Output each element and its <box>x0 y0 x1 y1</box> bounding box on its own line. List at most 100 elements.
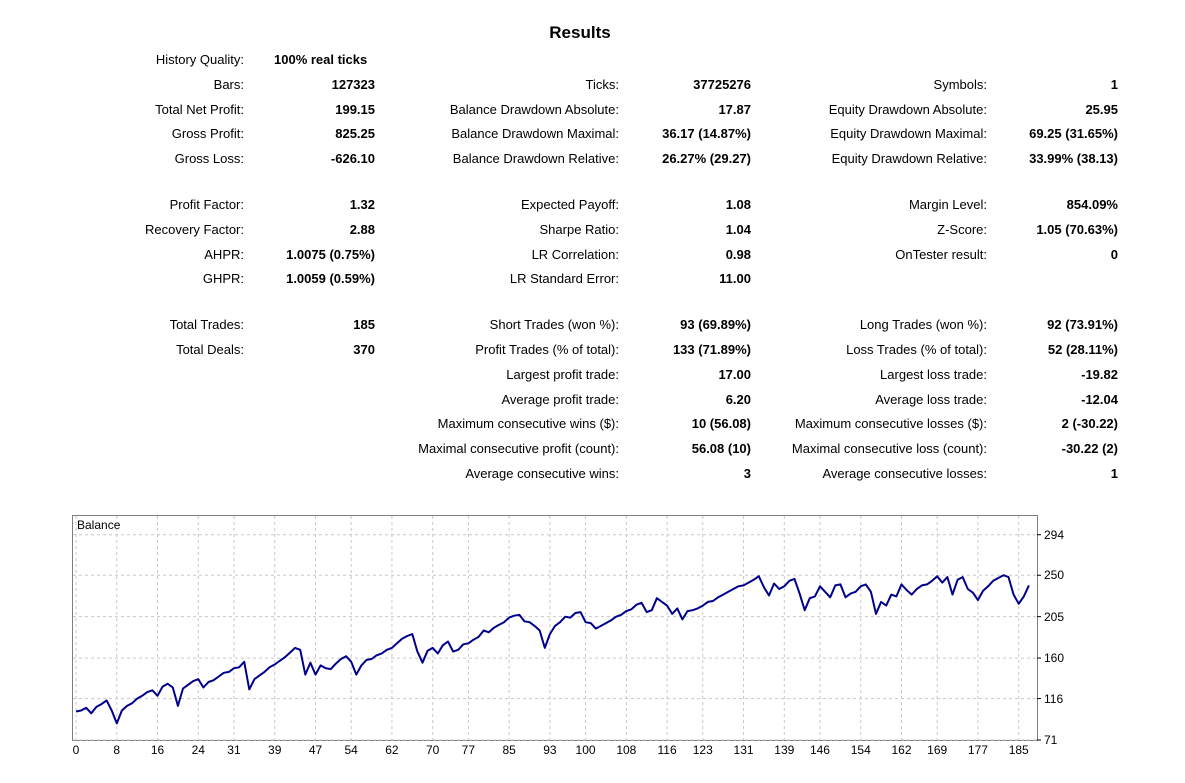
col3-stat-6-value: 0 <box>1110 247 1118 262</box>
balance-series-line <box>75 574 1030 725</box>
col2-stat-10-label: Largest profit trade: <box>506 367 619 382</box>
col2-stat-4-label: Expected Payoff: <box>520 197 619 212</box>
x-tick-label: 131 <box>733 743 754 757</box>
col1-stat-2-value: 825.25 <box>335 126 375 141</box>
col3-stat-12-value: -30.22 (2) <box>1061 441 1118 456</box>
x-tick-label: 16 <box>150 743 165 757</box>
col2-stat-14-label: Average consecutive wins: <box>465 466 619 481</box>
col2-stat-11-value: 6.20 <box>725 392 751 407</box>
x-tick-label: 177 <box>967 743 988 757</box>
col2-stat-13-value: 56.08 (10) <box>691 441 751 456</box>
x-tick-label: 85 <box>502 743 516 757</box>
col1-stat-0-label: Bars: <box>213 77 244 92</box>
col3-stat-8-value: 52 (28.11%) <box>1047 342 1118 357</box>
col1-stat-8-label: Total Trades: <box>169 317 244 332</box>
col2-stat-14-value: 3 <box>743 466 751 481</box>
col3-stat-9-label: Largest loss trade: <box>880 367 987 382</box>
col1-stat-7-value: 1.0059 (0.59%) <box>286 271 375 286</box>
history-quality-label: History Quality: <box>155 52 244 67</box>
x-tick-label: 162 <box>891 743 912 757</box>
col3-stat-11-label: Maximum consecutive losses ($): <box>794 416 987 431</box>
col3-stat-13-label: Average consecutive losses: <box>822 466 987 481</box>
col2-stat-3-label: Balance Drawdown Relative: <box>452 151 619 166</box>
balance-chart <box>72 515 1038 741</box>
col3-stat-2-label: Equity Drawdown Maximal: <box>830 126 987 141</box>
x-tick-label: 139 <box>774 743 795 757</box>
col1-stat-9-value: 370 <box>353 342 375 357</box>
col1-stat-7-label: GHPR: <box>202 271 244 286</box>
x-tick-label: 39 <box>268 743 282 757</box>
col3-stat-3-value: 33.99% (38.13) <box>1029 151 1118 166</box>
x-tick-label: 62 <box>385 743 399 757</box>
col2-stat-4-value: 1.08 <box>725 197 751 212</box>
col1-stat-2-label: Gross Profit: <box>171 126 244 141</box>
col2-stat-10-value: 17.00 <box>718 367 751 382</box>
col3-stat-10-value: -12.04 <box>1081 392 1118 407</box>
y-tick-label: 71 <box>1044 733 1058 747</box>
col1-stat-1-value: 199.15 <box>335 102 375 117</box>
x-tick-label: 8 <box>113 743 121 757</box>
x-tick-label: 93 <box>543 743 557 757</box>
col2-stat-8-value: 93 (69.89%) <box>680 317 751 332</box>
col2-stat-12-label: Maximum consecutive wins ($): <box>437 416 619 431</box>
x-tick-label: 169 <box>927 743 948 757</box>
col1-stat-1-label: Total Net Profit: <box>155 102 244 117</box>
col2-stat-12-value: 10 (56.08) <box>691 416 751 431</box>
col1-stat-8-value: 185 <box>353 317 375 332</box>
col3-stat-5-label: Z-Score: <box>937 222 987 237</box>
col3-stat-7-value: 92 (73.91%) <box>1047 317 1118 332</box>
y-tick-label: 250 <box>1044 568 1065 583</box>
col2-stat-11-label: Average profit trade: <box>501 392 619 407</box>
col1-stat-9-label: Total Deals: <box>176 342 244 357</box>
x-tick-label: 47 <box>308 743 323 757</box>
col3-stat-5-value: 1.05 (70.63%) <box>1036 222 1118 237</box>
x-tick-label: 185 <box>1008 743 1029 757</box>
col2-stat-5-label: Sharpe Ratio: <box>539 222 620 237</box>
y-tick-label: 294 <box>1044 527 1065 542</box>
col3-stat-8-label: Loss Trades (% of total): <box>846 342 987 357</box>
col2-stat-6-value: 0.98 <box>725 247 751 262</box>
col1-stat-4-value: 1.32 <box>349 197 375 212</box>
col3-stat-7-label: Long Trades (won %): <box>859 317 987 332</box>
col2-stat-7-value: 11.00 <box>719 271 751 286</box>
col3-stat-10-label: Average loss trade: <box>875 392 987 407</box>
col2-stat-2-value: 36.17 (14.87%) <box>662 126 751 141</box>
x-tick-label: 116 <box>657 743 677 757</box>
col2-stat-5-value: 1.04 <box>725 222 751 237</box>
col3-stat-1-label: Equity Drawdown Absolute: <box>828 102 987 117</box>
col2-stat-0-label: Ticks: <box>585 77 619 92</box>
col2-stat-2-label: Balance Drawdown Maximal: <box>451 126 619 141</box>
x-tick-label: 123 <box>692 743 713 757</box>
x-tick-label: 154 <box>850 743 871 757</box>
col1-stat-3-label: Gross Loss: <box>174 151 244 166</box>
col1-stat-0-value: 127323 <box>331 77 375 92</box>
col2-stat-3-value: 26.27% (29.27) <box>662 151 751 166</box>
col1-stat-6-value: 1.0075 (0.75%) <box>286 247 375 262</box>
history-quality-value: 100% real ticks <box>274 52 368 67</box>
col3-stat-0-value: 1 <box>1110 77 1118 92</box>
x-tick-label: 146 <box>809 743 830 757</box>
col2-stat-6-label: LR Correlation: <box>531 247 619 262</box>
chart-label: Balance <box>77 518 121 532</box>
col3-stat-0-label: Symbols: <box>933 77 987 92</box>
col1-stat-3-value: -626.10 <box>330 151 375 166</box>
col1-stat-6-label: AHPR: <box>204 247 244 262</box>
x-tick-label: 77 <box>461 743 476 757</box>
col1-stat-5-label: Recovery Factor: <box>145 222 244 237</box>
col2-stat-0-value: 37725276 <box>693 77 751 92</box>
col2-stat-13-label: Maximal consecutive profit (count): <box>418 441 619 456</box>
col1-stat-4-label: Profit Factor: <box>169 197 244 212</box>
x-tick-label: 31 <box>227 743 241 757</box>
y-tick-label: 116 <box>1044 691 1064 706</box>
x-tick-label: 100 <box>575 743 596 757</box>
x-tick-label: 54 <box>344 743 358 757</box>
col3-stat-4-label: Margin Level: <box>908 197 987 212</box>
results-title: Results <box>549 23 611 42</box>
col3-stat-13-value: 1 <box>1110 466 1118 481</box>
col2-stat-9-label: Profit Trades (% of total): <box>475 342 619 357</box>
x-tick-label: 108 <box>616 743 637 757</box>
col3-stat-2-value: 69.25 (31.65%) <box>1029 126 1118 141</box>
col2-stat-9-value: 133 (71.89%) <box>672 342 751 357</box>
x-tick-label: 24 <box>191 743 205 757</box>
